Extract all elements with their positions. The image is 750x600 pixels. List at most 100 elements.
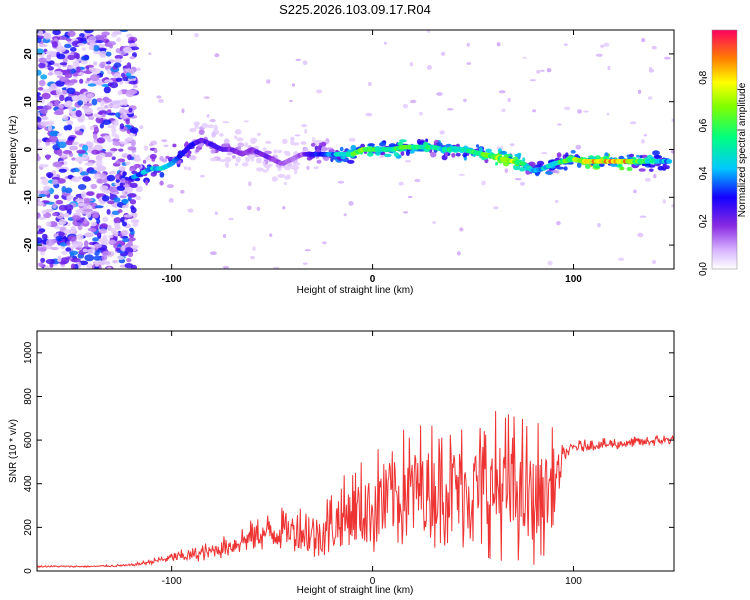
spectrogram-noise-cell <box>37 201 44 207</box>
spectrogram-noise-cell <box>414 178 421 183</box>
spectrogram-cell <box>226 152 233 156</box>
spectrogram-cell <box>271 176 278 182</box>
colorbar-tick-label: 0.8 <box>698 70 709 84</box>
spectrogram-cell <box>131 170 138 175</box>
spectrogram-noise-cell <box>73 168 80 173</box>
spectrogram-noise-cell <box>203 96 210 99</box>
spectrogram-noise-cell <box>563 106 571 111</box>
spectrogram-noise-cell <box>38 62 46 69</box>
spectrogram-noise-cell <box>123 186 131 191</box>
spectrogram-noise-cell <box>37 92 41 97</box>
y-tick-label: 0 <box>23 568 34 574</box>
spectrogram-noise-cell <box>243 120 249 123</box>
spectrogram-noise-cell <box>110 100 121 104</box>
spectrogram-cell <box>626 166 633 172</box>
spectrogram-noise-cell <box>105 104 115 108</box>
spectrogram-noise-cell <box>639 215 647 218</box>
spectrogram-noise-cell <box>40 190 50 196</box>
spectrogram-cell <box>393 152 400 157</box>
y-tick-label: 400 <box>23 475 34 492</box>
spectrogram-cell <box>325 138 330 144</box>
spectrogram-cell <box>563 166 568 171</box>
spectrogram-noise-cell <box>107 224 112 231</box>
spectrogram-noise-cell <box>129 227 134 232</box>
spectrogram-noise-cell <box>107 109 112 113</box>
spectrogram-noise-cell <box>101 254 108 261</box>
spectrogram-noise-cell <box>58 230 65 238</box>
spectrogram-noise-cell <box>37 231 44 235</box>
spectrogram-noise-cell <box>120 245 126 252</box>
spectrogram-noise-cell <box>77 184 87 190</box>
spectrogram-x-axis: -100 0 100 <box>162 30 582 285</box>
spectrogram-noise-cell <box>71 157 76 161</box>
spectrogram-cell <box>485 148 492 153</box>
spectrogram-noise-cell <box>37 225 42 229</box>
spectrogram-noise-cell <box>117 255 125 260</box>
spectrogram-noise-cell <box>509 143 515 147</box>
spectrogram-noise-cell <box>52 179 59 185</box>
spectrogram-noise-cell <box>38 44 48 48</box>
spectrogram-noise-cell <box>60 257 70 265</box>
spectrogram-cell <box>264 164 272 169</box>
spectrogram-noise-cell <box>53 63 60 67</box>
spectrogram-cell <box>247 154 256 159</box>
y-tick-label: 1000 <box>23 341 34 364</box>
spectrogram-noise-cell <box>107 200 115 205</box>
spectrogram-noise-cell <box>96 137 106 144</box>
spectrogram-noise-cell <box>99 200 106 205</box>
spectrogram-noise-cell <box>670 204 674 208</box>
spectrogram-noise-cell <box>577 109 582 114</box>
spectrogram-noise-cell <box>67 106 75 110</box>
spectrogram-noise-cell <box>70 263 76 269</box>
spectrogram-noise-cell <box>109 186 119 193</box>
spectrogram-noise-cell <box>82 98 88 105</box>
spectrogram-noise-cell <box>45 239 56 246</box>
spectrogram-noise-cell <box>114 119 119 126</box>
spectrogram-noise-cell <box>643 134 647 137</box>
spectrogram-noise-cell <box>112 259 118 264</box>
spectrogram-noise-cell <box>98 152 106 158</box>
spectrogram-cell <box>277 173 286 178</box>
spectrogram-noise-cell <box>83 197 90 203</box>
spectrogram-noise-cell <box>606 112 610 116</box>
spectrogram-noise-cell <box>222 234 227 238</box>
spectrogram-noise-cell <box>127 89 138 94</box>
spectrogram-noise-cell <box>607 65 611 71</box>
spectrogram-noise-cell <box>301 124 307 128</box>
spectrogram-cell <box>475 144 480 148</box>
spectrogram-noise-cell <box>45 221 52 227</box>
spectrogram-noise-cell <box>575 144 582 150</box>
spectrogram-noise-cell <box>302 60 308 66</box>
spectrogram-noise-cell <box>410 99 417 104</box>
spectrogram-noise-cell <box>123 65 130 69</box>
spectrogram-cell <box>256 132 261 136</box>
spectrogram-noise-cell <box>57 255 62 263</box>
spectrogram-noise-cell <box>75 198 85 202</box>
x-tick-label: 100 <box>565 274 582 285</box>
spectrogram-noise-cell <box>214 211 218 215</box>
spectrogram-noise-cell <box>38 30 44 36</box>
spectrogram-noise-cell <box>106 209 111 215</box>
spectrogram-noise-cell <box>64 204 74 212</box>
spectrogram-noise-cell <box>481 180 486 186</box>
spectrogram-noise-cell <box>63 212 70 218</box>
spectrogram-cell <box>462 152 468 158</box>
spectrogram-noise-cell <box>103 178 108 184</box>
spectrogram-cell <box>283 181 287 186</box>
spectrogram-noise-cell <box>246 205 252 210</box>
spectrogram-noise-cell <box>409 61 413 67</box>
spectrogram-cell <box>513 164 521 171</box>
spectrogram-cell <box>522 157 526 163</box>
spectrogram-noise-cell <box>127 193 137 198</box>
spectrogram-noise-cell <box>222 121 230 124</box>
spectrogram-noise-cell <box>89 67 97 73</box>
colorbar: 0.0 0.2 0.4 0.6 0.8 Normalized spectral ampl… <box>698 29 748 276</box>
spectrogram-noise-cell <box>108 235 114 239</box>
spectrogram-noise-cell <box>125 72 132 77</box>
spectrogram-noise-cell <box>70 79 78 84</box>
spectrogram-noise-cell <box>80 171 89 176</box>
spectrogram-noise-cell <box>367 82 372 86</box>
spectrogram-noise-cell <box>37 48 45 55</box>
spectrogram-noise-cell <box>81 47 86 51</box>
